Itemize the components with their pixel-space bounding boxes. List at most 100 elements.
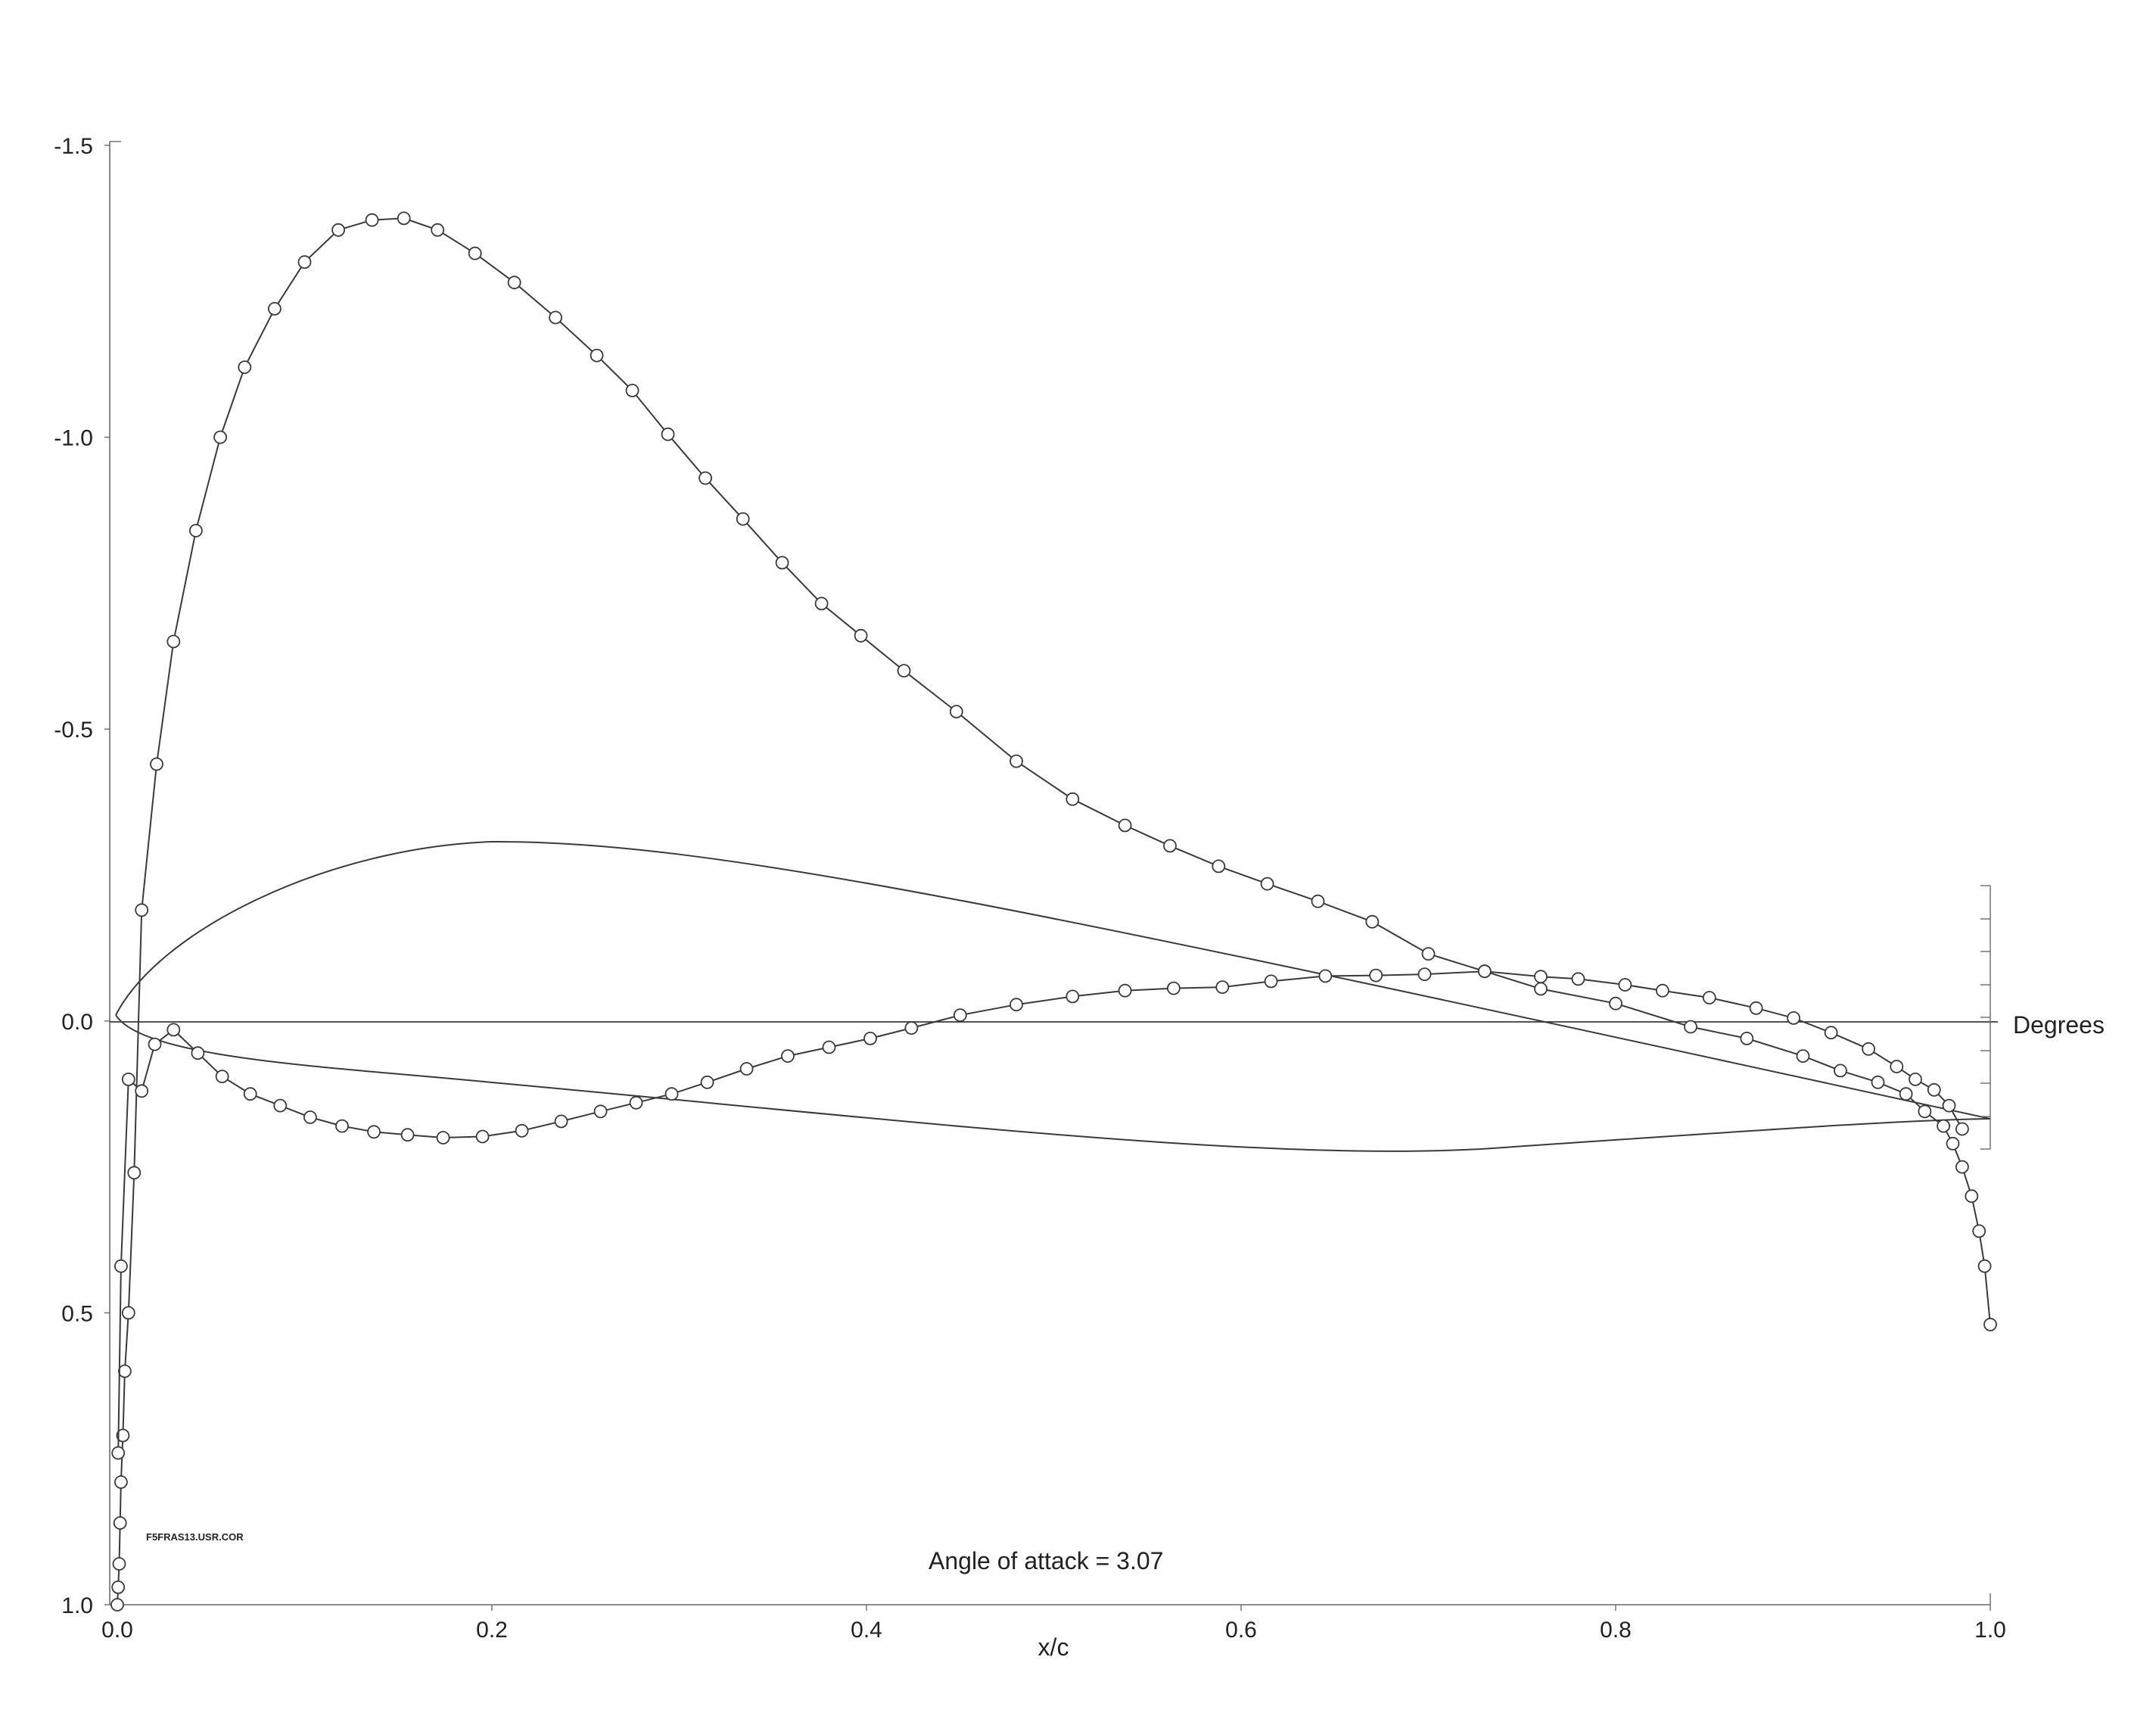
data-point	[1927, 1082, 1941, 1097]
data-point	[1655, 983, 1669, 998]
data-point	[1890, 1060, 1904, 1073]
data-point	[1417, 967, 1432, 981]
data-point	[593, 1104, 608, 1119]
data-point	[335, 1119, 349, 1133]
data-point	[1899, 1087, 1913, 1101]
data-point	[150, 757, 163, 771]
data-point	[554, 1114, 568, 1129]
data-point	[822, 1040, 836, 1054]
data-point	[121, 1306, 135, 1320]
data-point	[736, 512, 750, 526]
right-degrees-scale: Degrees	[1980, 885, 2105, 1150]
data-point	[188, 524, 203, 537]
axes	[109, 141, 1991, 1605]
data-point	[1118, 818, 1132, 833]
data-point	[1477, 964, 1492, 979]
data-point	[1702, 991, 1716, 1004]
data-point	[507, 276, 521, 290]
data-point	[1311, 894, 1325, 908]
data-point	[114, 1259, 128, 1273]
data-point	[166, 1023, 181, 1037]
data-point	[121, 1073, 135, 1086]
data-point	[1010, 754, 1023, 768]
data-point	[166, 634, 181, 649]
x-tick-label: 1.0	[1974, 1618, 2006, 1643]
data-point	[116, 1428, 130, 1443]
data-point	[1118, 983, 1132, 998]
data-point	[114, 1475, 128, 1489]
data-point	[1318, 969, 1333, 983]
data-point	[814, 596, 829, 611]
data-point	[1264, 974, 1278, 989]
data-point	[1618, 978, 1632, 992]
x-tick-label: 0.6	[1225, 1618, 1257, 1643]
data-point	[135, 1084, 149, 1098]
data-point	[365, 213, 379, 227]
data-point	[112, 1557, 126, 1571]
data-point	[297, 255, 312, 269]
data-point	[213, 430, 228, 444]
data-point	[549, 310, 562, 325]
data-point	[1571, 972, 1585, 986]
data-point	[111, 1446, 126, 1460]
data-point	[1421, 947, 1436, 961]
data-point	[590, 348, 604, 363]
data-point	[113, 1516, 127, 1530]
airfoil-upper-surface	[115, 840, 1991, 1120]
data-point	[397, 211, 411, 226]
airfoil-lower-surface	[115, 1014, 1991, 1152]
x-axis-title: x/c	[1038, 1633, 1069, 1661]
data-point	[1955, 1122, 1969, 1136]
data-point	[1609, 996, 1622, 1011]
data-point	[1796, 1049, 1810, 1063]
data-point	[1824, 1026, 1838, 1040]
data-point	[1534, 970, 1548, 984]
degrees-label: Degrees	[2013, 1011, 2105, 1039]
data-point	[191, 1046, 205, 1060]
y-tick-label: 0.5	[61, 1301, 93, 1326]
x-axis-ticks: 0.0 0.2 0.4 0.6 0.8 1.0	[101, 1605, 2006, 1643]
data-point	[238, 360, 252, 375]
data-point	[1365, 914, 1380, 929]
data-point	[1942, 1098, 1956, 1113]
data-point	[1972, 1224, 1986, 1238]
x-tick-label: 0.2	[476, 1618, 508, 1643]
data-point	[904, 1021, 919, 1035]
data-point	[468, 246, 482, 260]
data-point	[1212, 859, 1226, 874]
data-point	[436, 1131, 450, 1145]
y-tick-label: 1.0	[61, 1593, 93, 1618]
data-point	[1862, 1042, 1876, 1056]
data-point	[1787, 1011, 1801, 1025]
series-1	[110, 211, 1997, 1612]
data-point	[1740, 1032, 1754, 1045]
data-point	[700, 1075, 714, 1089]
data-point	[1909, 1073, 1922, 1086]
data-point	[215, 1070, 229, 1083]
data-point	[367, 1125, 381, 1139]
data-point	[1066, 989, 1080, 1004]
series-2	[111, 964, 1969, 1460]
data-point	[1965, 1189, 1979, 1204]
data-point	[243, 1087, 257, 1101]
data-point	[127, 1166, 142, 1180]
angle-of-attack-label: Angle of attack = 3.07	[929, 1547, 1163, 1574]
data-point	[629, 1095, 643, 1110]
data-point	[854, 628, 868, 643]
airfoil-profile	[115, 840, 1991, 1152]
data-point	[1369, 968, 1383, 983]
data-point	[739, 1062, 754, 1076]
y-tick-label: 0.0	[61, 1010, 93, 1035]
data-point	[775, 556, 789, 570]
series-line	[117, 217, 1991, 1605]
data-point	[1163, 839, 1177, 853]
data-point	[664, 1087, 679, 1101]
data-point	[1983, 1317, 1997, 1331]
x-tick-label: 0.4	[851, 1618, 882, 1643]
x-tick-label: 0.8	[1600, 1618, 1632, 1643]
data-point	[135, 903, 149, 917]
data-point	[953, 1008, 967, 1022]
data-point	[1167, 981, 1181, 995]
data-point	[1749, 1001, 1763, 1015]
